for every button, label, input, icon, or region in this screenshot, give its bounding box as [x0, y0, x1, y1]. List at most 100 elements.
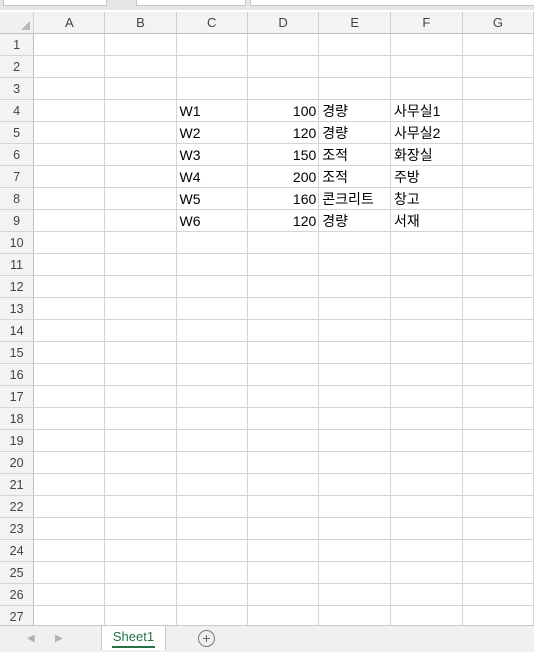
cell[interactable] — [247, 561, 320, 584]
cell[interactable] — [176, 55, 248, 78]
cell[interactable] — [104, 495, 177, 518]
cell[interactable] — [462, 429, 534, 452]
cell[interactable]: 160 — [247, 187, 320, 210]
cell[interactable] — [247, 297, 320, 320]
cell[interactable] — [390, 561, 463, 584]
cell[interactable] — [318, 583, 392, 606]
cell[interactable] — [33, 187, 106, 210]
cell[interactable] — [318, 55, 392, 78]
row-header[interactable]: 13 — [0, 297, 35, 320]
cell[interactable] — [247, 407, 320, 430]
cell[interactable] — [104, 341, 177, 364]
cell[interactable] — [176, 473, 248, 496]
cell[interactable] — [462, 143, 534, 166]
row-header[interactable]: 3 — [0, 77, 35, 100]
cell[interactable] — [462, 451, 534, 474]
cell[interactable] — [247, 385, 320, 408]
cell[interactable] — [104, 165, 177, 188]
cell[interactable] — [176, 253, 248, 276]
cell[interactable] — [176, 385, 248, 408]
cell[interactable] — [33, 429, 106, 452]
cell[interactable] — [33, 341, 106, 364]
row-header[interactable]: 19 — [0, 429, 35, 452]
cell[interactable] — [247, 341, 320, 364]
cell[interactable] — [462, 55, 534, 78]
cell[interactable] — [176, 561, 248, 584]
cell[interactable]: W2 — [176, 121, 248, 144]
cell[interactable] — [176, 583, 248, 606]
cell[interactable] — [318, 341, 392, 364]
cell[interactable] — [33, 77, 106, 100]
row-header[interactable]: 23 — [0, 517, 35, 540]
cell[interactable] — [462, 495, 534, 518]
cell[interactable] — [176, 429, 248, 452]
cell[interactable] — [33, 473, 106, 496]
cell[interactable]: 120 — [247, 121, 320, 144]
cell[interactable] — [104, 363, 177, 386]
cell[interactable] — [462, 407, 534, 430]
name-box[interactable] — [3, 0, 107, 6]
cell[interactable] — [462, 363, 534, 386]
cell[interactable] — [462, 385, 534, 408]
column-header[interactable]: C — [176, 12, 248, 34]
cell[interactable] — [104, 451, 177, 474]
cell[interactable] — [176, 77, 248, 100]
cell[interactable]: 사무실1 — [390, 99, 463, 122]
cell[interactable] — [462, 121, 534, 144]
cell[interactable] — [247, 55, 320, 78]
cell[interactable] — [33, 319, 106, 342]
row-header[interactable]: 11 — [0, 253, 35, 276]
cell[interactable] — [176, 517, 248, 540]
cell[interactable] — [318, 517, 392, 540]
cell[interactable] — [390, 605, 463, 625]
row-header[interactable]: 20 — [0, 451, 35, 474]
select-all-corner[interactable] — [0, 12, 35, 34]
cell[interactable]: W4 — [176, 165, 248, 188]
row-header[interactable]: 6 — [0, 143, 35, 166]
cell[interactable] — [462, 539, 534, 562]
column-header[interactable]: B — [104, 12, 177, 34]
cell[interactable] — [390, 407, 463, 430]
cell[interactable] — [318, 231, 392, 254]
cell[interactable] — [390, 473, 463, 496]
cell[interactable]: W3 — [176, 143, 248, 166]
cell[interactable] — [104, 583, 177, 606]
cell[interactable] — [318, 275, 392, 298]
cell[interactable] — [462, 165, 534, 188]
cell[interactable] — [462, 517, 534, 540]
cell[interactable] — [33, 99, 106, 122]
cell[interactable]: 주방 — [390, 165, 463, 188]
cell[interactable] — [247, 583, 320, 606]
cell[interactable] — [33, 209, 106, 232]
cell[interactable] — [176, 319, 248, 342]
cell[interactable]: W5 — [176, 187, 248, 210]
cell[interactable] — [33, 143, 106, 166]
cell[interactable] — [318, 539, 392, 562]
cell[interactable] — [318, 407, 392, 430]
cell[interactable] — [462, 297, 534, 320]
row-header[interactable]: 25 — [0, 561, 35, 584]
cell[interactable] — [176, 605, 248, 625]
cell[interactable] — [104, 209, 177, 232]
cell[interactable] — [247, 363, 320, 386]
cell[interactable] — [390, 319, 463, 342]
cell[interactable] — [318, 429, 392, 452]
cell[interactable] — [33, 451, 106, 474]
cell[interactable]: 화장실 — [390, 143, 463, 166]
cell[interactable] — [390, 341, 463, 364]
cell[interactable] — [33, 517, 106, 540]
cell[interactable] — [247, 33, 320, 56]
row-header[interactable]: 14 — [0, 319, 35, 342]
cell[interactable] — [462, 77, 534, 100]
cell[interactable] — [390, 275, 463, 298]
cell[interactable]: 경량 — [318, 99, 392, 122]
cell[interactable] — [33, 165, 106, 188]
column-header[interactable]: E — [318, 12, 392, 34]
cell[interactable]: 경량 — [318, 121, 392, 144]
cell[interactable] — [390, 583, 463, 606]
cell[interactable] — [104, 385, 177, 408]
cell[interactable] — [318, 605, 392, 625]
row-header[interactable]: 24 — [0, 539, 35, 562]
cell[interactable] — [104, 33, 177, 56]
cell[interactable] — [104, 407, 177, 430]
